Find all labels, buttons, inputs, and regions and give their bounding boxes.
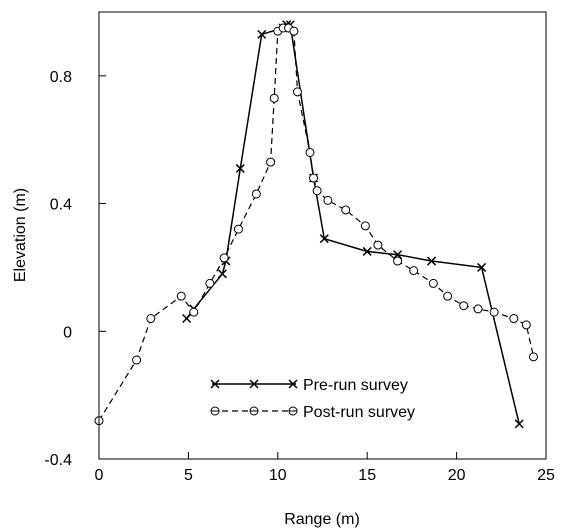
data-point-pre-run	[235, 163, 245, 173]
legend-marker-x	[210, 379, 220, 389]
data-point-post-run	[269, 93, 279, 103]
data-point-post-run	[292, 87, 302, 97]
x-tick-label: 5	[184, 467, 193, 484]
legend-marker-x	[288, 379, 298, 389]
plot-lines	[98, 24, 535, 425]
y-tick-label: 0.4	[50, 197, 72, 214]
y-tick-label: 0	[63, 324, 72, 341]
data-point-post-run	[373, 240, 383, 250]
data-point-pre-run	[427, 256, 437, 266]
data-point-pre-run	[319, 234, 329, 244]
data-point-post-run	[509, 314, 519, 324]
data-point-post-run	[528, 352, 538, 362]
legend-marker-x	[249, 379, 259, 389]
plot-markers	[94, 20, 538, 429]
data-point-post-run	[393, 256, 403, 266]
data-point-post-run	[132, 355, 142, 365]
data-point-post-run	[189, 307, 199, 317]
plot-frame	[98, 11, 547, 460]
data-point-post-run	[323, 195, 333, 205]
data-point-post-run	[251, 189, 261, 199]
y-tick-label: 0.8	[50, 69, 72, 86]
x-tick-label: 15	[358, 467, 376, 484]
x-tick-label: 20	[448, 467, 466, 484]
data-point-post-run	[489, 307, 499, 317]
legend-sample-pre-run	[210, 379, 298, 389]
y-axis: -0.4 0 0.4 0.8	[44, 69, 106, 469]
data-point-pre-run	[257, 29, 267, 39]
data-point-post-run	[305, 147, 315, 157]
data-point-post-run	[473, 304, 483, 314]
data-point-post-run	[146, 314, 156, 324]
data-point-post-run	[309, 173, 319, 183]
data-point-pre-run	[393, 250, 403, 260]
legend-sample-post-run	[210, 406, 298, 416]
data-point-post-run	[205, 278, 215, 288]
series-line-1	[98, 27, 535, 422]
data-point-pre-run	[362, 246, 372, 256]
data-point-pre-run	[182, 313, 192, 324]
legend-label-post-run: Post-run survey	[303, 404, 415, 421]
y-axis-label: Elevation (m)	[12, 188, 29, 282]
x-axis-label: Range (m)	[284, 511, 360, 528]
data-point-post-run	[360, 221, 370, 231]
data-point-post-run	[266, 157, 276, 167]
legend-label-pre-run: Pre-run survey	[303, 377, 408, 394]
data-point-post-run	[219, 253, 229, 263]
data-point-post-run	[443, 291, 453, 301]
series-line-0	[186, 24, 520, 425]
x-axis: 0 5 10 15 20 25	[95, 452, 555, 484]
data-point-pre-run	[217, 269, 227, 279]
data-point-post-run	[521, 320, 531, 330]
x-tick-label: 10	[269, 467, 287, 484]
legend: Pre-run survey Post-run survey	[210, 377, 415, 421]
data-point-pre-run	[514, 419, 524, 429]
data-point-post-run	[289, 26, 299, 36]
data-point-post-run	[341, 205, 351, 215]
data-point-post-run	[176, 291, 186, 301]
data-point-post-run	[428, 278, 438, 288]
data-point-post-run	[233, 224, 243, 234]
y-tick-label: -0.4	[44, 452, 72, 469]
data-point-post-run	[312, 186, 322, 196]
data-point-pre-run	[477, 262, 487, 272]
data-point-post-run	[459, 301, 469, 311]
data-point-post-run	[409, 266, 419, 276]
x-tick-label: 25	[537, 467, 555, 484]
x-tick-label: 0	[95, 467, 104, 484]
